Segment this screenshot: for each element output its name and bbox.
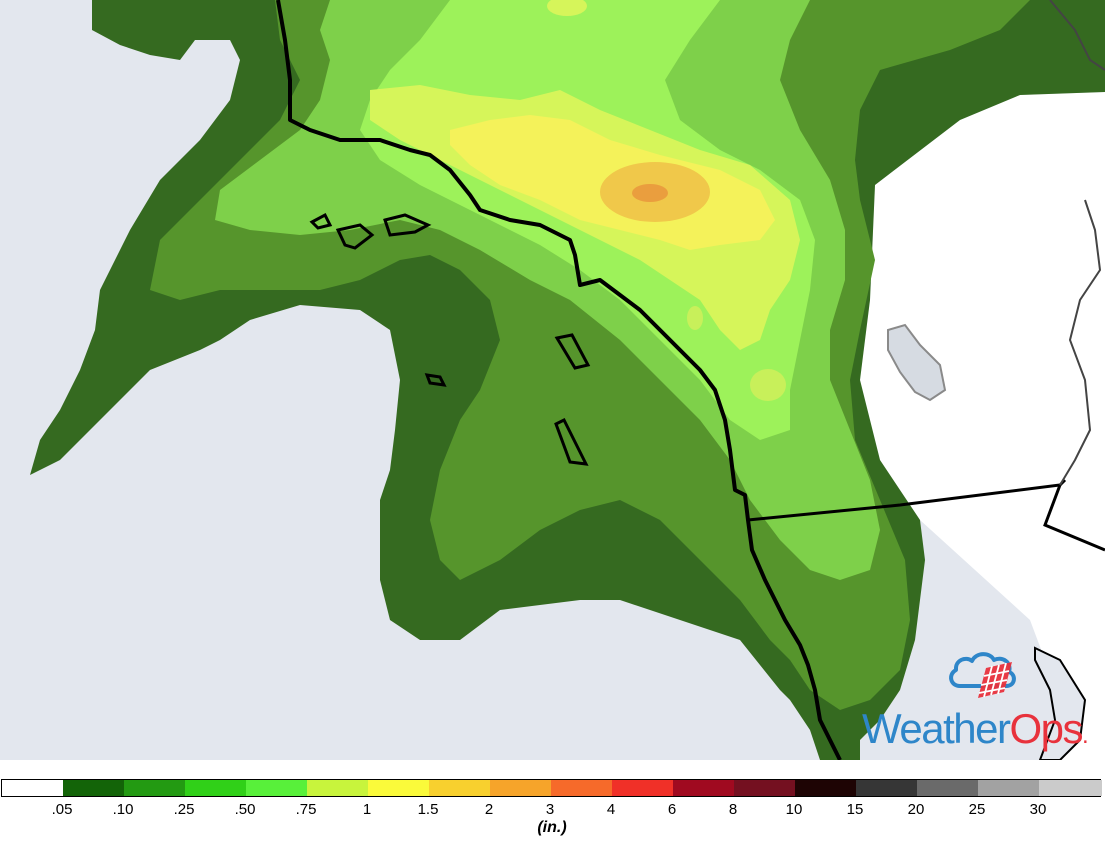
precip-spot — [687, 306, 703, 330]
legend-tick-label: .05 — [51, 801, 73, 818]
lake-outline — [383, 213, 432, 237]
lake — [887, 323, 947, 402]
legend-swatch — [63, 780, 124, 796]
lake-outline — [424, 373, 447, 387]
legend-tick-label: 25 — [968, 801, 986, 818]
legend-swatch — [185, 780, 246, 796]
legend-tick-label: .10 — [112, 801, 134, 818]
legend-swatch — [368, 780, 429, 796]
lake-outline — [309, 212, 333, 230]
bay — [1034, 646, 1087, 760]
legend-tick-label: 1 — [362, 801, 372, 818]
precip-spot — [750, 369, 786, 401]
legend-tick-label: 6 — [667, 801, 677, 818]
map-svg — [0, 0, 1105, 760]
state-border — [276, 0, 842, 760]
lake-outline — [554, 333, 591, 370]
legend-tick-label: 8 — [728, 801, 738, 818]
legend-swatch — [1039, 780, 1102, 796]
legend-tick-label: 2 — [484, 801, 494, 818]
legend-tick-label: 15 — [846, 801, 864, 818]
land-no-precip — [860, 92, 1105, 760]
logo-weather: Weather — [862, 705, 1011, 752]
logo-ops: Ops — [1009, 705, 1083, 752]
legend-tick-label: 3 — [545, 801, 555, 818]
legend-swatch — [734, 780, 795, 796]
legend-tick-label: 4 — [606, 801, 616, 818]
legend-swatch — [429, 780, 490, 796]
legend-bar — [1, 779, 1102, 797]
precipitation-map — [0, 0, 1105, 760]
legend-swatch — [124, 780, 185, 796]
weatherops-logo: WeatherOps. — [858, 640, 1103, 758]
logo-dot: . — [1082, 722, 1089, 749]
legend-tick-label: 10 — [785, 801, 803, 818]
legend-swatch — [978, 780, 1039, 796]
legend-swatch — [2, 780, 63, 796]
precip-layers — [30, 0, 1105, 760]
precip-orange — [632, 184, 668, 202]
legend-swatch — [490, 780, 551, 796]
state-border-gray — [1059, 199, 1102, 486]
state-border-east — [1043, 484, 1105, 552]
lake-outline — [554, 417, 589, 466]
legend-swatch — [917, 780, 978, 796]
legend-swatch — [551, 780, 612, 796]
color-legend: .05 .10 .25 .50 .75 1 1.5 2 3 4 6 8 10 15 20 25 30 (in.) — [0, 779, 1105, 846]
legend-tick-label: 1.5 — [417, 801, 439, 818]
legend-swatch — [612, 780, 673, 796]
legend-tick-label: .25 — [173, 801, 195, 818]
legend-swatch — [856, 780, 917, 796]
precip-spot — [547, 0, 587, 16]
legend-tick-label: 30 — [1029, 801, 1047, 818]
lake-outline — [335, 223, 375, 250]
cloud-grid-icon — [949, 652, 1016, 698]
legend-swatch — [246, 780, 307, 796]
legend-swatch — [673, 780, 734, 796]
legend-swatch — [795, 780, 856, 796]
legend-tick-label: 20 — [907, 801, 925, 818]
legend-tick-label: .75 — [295, 801, 317, 818]
legend-swatch — [307, 780, 368, 796]
legend-tick-label: .50 — [234, 801, 256, 818]
legend-unit: (in.) — [537, 819, 567, 836]
state-border-gray — [1049, 0, 1105, 71]
logo-text: WeatherOps. — [862, 705, 1089, 759]
